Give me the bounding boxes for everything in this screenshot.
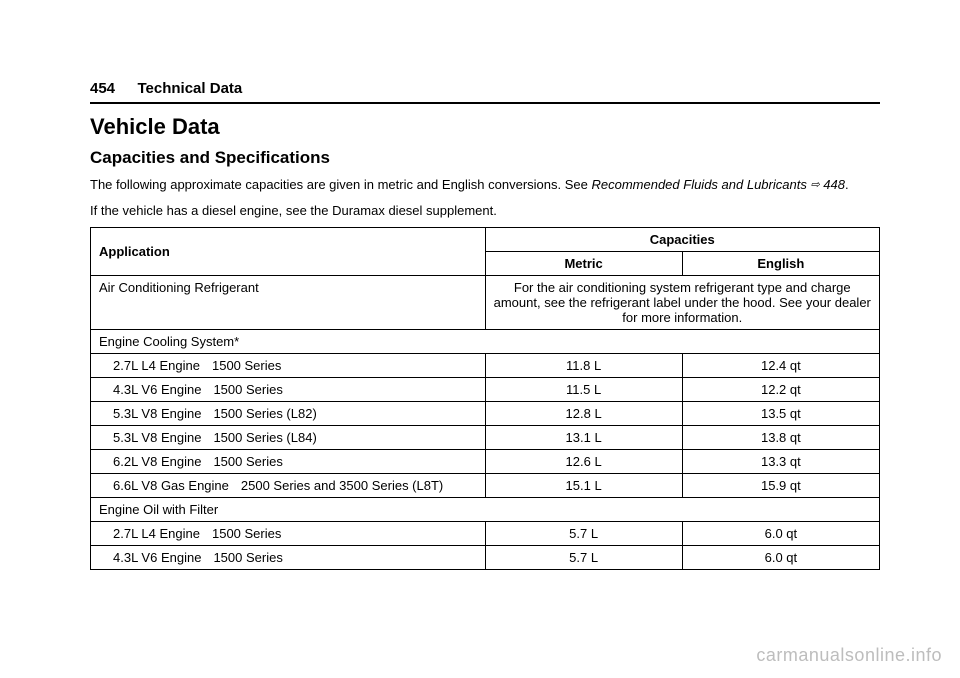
intro-text-1a: The following approximate capacities are… bbox=[90, 177, 591, 192]
reference-title: Recommended Fluids and Lubricants bbox=[591, 177, 806, 192]
reference-icon: ⇨ bbox=[810, 178, 819, 193]
cell-metric: 12.8 L bbox=[485, 402, 682, 426]
cell-english: 13.3 qt bbox=[682, 450, 879, 474]
series-label: 1500 Series bbox=[213, 550, 282, 565]
intro-text-1c: . bbox=[845, 177, 849, 192]
series-label: 2500 Series and 3500 Series (L8T) bbox=[241, 478, 443, 493]
page-title: Vehicle Data bbox=[90, 114, 880, 140]
engine-label: 4.3L V6 Engine bbox=[113, 550, 201, 565]
engine-label: 6.6L V8 Gas Engine bbox=[113, 478, 229, 493]
series-label: 1500 Series bbox=[212, 358, 281, 373]
table-row: 5.3L V8 Engine 1500 Series (L84) 13.1 L13.… bbox=[91, 426, 880, 450]
intro-paragraph-1: The following approximate capacities are… bbox=[90, 176, 880, 194]
cell-note: For the air conditioning system refriger… bbox=[485, 276, 880, 330]
cell-metric: 11.8 L bbox=[485, 354, 682, 378]
cell-section-header: Engine Cooling System* bbox=[91, 330, 880, 354]
table-row: 2.7L L4 Engine 1500 Series 11.8 L12.4 qt bbox=[91, 354, 880, 378]
cell-english: 13.8 qt bbox=[682, 426, 879, 450]
table-row: 4.3L V6 Engine 1500 Series 5.7 L6.0 qt bbox=[91, 546, 880, 570]
cell-english: 12.2 qt bbox=[682, 378, 879, 402]
table-row: 4.3L V6 Engine 1500 Series 11.5 L12.2 qt bbox=[91, 378, 880, 402]
series-label: 1500 Series (L84) bbox=[213, 430, 316, 445]
intro-paragraph-2: If the vehicle has a diesel engine, see … bbox=[90, 202, 880, 220]
series-label: 1500 Series bbox=[213, 454, 282, 469]
cell-application: 4.3L V6 Engine 1500 Series bbox=[91, 378, 486, 402]
section-name: Technical Data bbox=[137, 80, 242, 97]
table-row: 6.6L V8 Gas Engine 2500 Series and 3500 S… bbox=[91, 474, 880, 498]
capacities-table: Application Capacities Metric English Ai… bbox=[90, 227, 880, 570]
engine-label: 6.2L V8 Engine bbox=[113, 454, 201, 469]
th-capacities: Capacities bbox=[485, 228, 880, 252]
th-metric: Metric bbox=[485, 252, 682, 276]
cell-section-header: Engine Oil with Filter bbox=[91, 498, 880, 522]
reference-page: 448 bbox=[823, 177, 845, 192]
cell-metric: 11.5 L bbox=[485, 378, 682, 402]
page-subtitle: Capacities and Specifications bbox=[90, 148, 880, 168]
cell-english: 13.5 qt bbox=[682, 402, 879, 426]
engine-label: 5.3L V8 Engine bbox=[113, 430, 201, 445]
engine-label: 2.7L L4 Engine bbox=[113, 526, 200, 541]
cell-application: Air Conditioning Refrigerant bbox=[91, 276, 486, 330]
cell-application: 5.3L V8 Engine 1500 Series (L82) bbox=[91, 402, 486, 426]
cell-application: 4.3L V6 Engine 1500 Series bbox=[91, 546, 486, 570]
cell-english: 15.9 qt bbox=[682, 474, 879, 498]
engine-label: 2.7L L4 Engine bbox=[113, 358, 200, 373]
cell-application: 6.6L V8 Gas Engine 2500 Series and 3500 S… bbox=[91, 474, 486, 498]
th-english: English bbox=[682, 252, 879, 276]
cell-metric: 13.1 L bbox=[485, 426, 682, 450]
series-label: 1500 Series (L82) bbox=[213, 406, 316, 421]
cell-metric: 5.7 L bbox=[485, 546, 682, 570]
series-label: 1500 Series bbox=[212, 526, 281, 541]
table-row: 2.7L L4 Engine 1500 Series 5.7 L6.0 qt bbox=[91, 522, 880, 546]
table-row: Engine Oil with Filter bbox=[91, 498, 880, 522]
table-row: Engine Cooling System* bbox=[91, 330, 880, 354]
engine-label: 5.3L V8 Engine bbox=[113, 406, 201, 421]
watermark: carmanualsonline.info bbox=[756, 645, 942, 666]
page-number: 454 bbox=[90, 80, 115, 97]
cell-application: 2.7L L4 Engine 1500 Series bbox=[91, 354, 486, 378]
cell-english: 12.4 qt bbox=[682, 354, 879, 378]
table-row: 5.3L V8 Engine 1500 Series (L82) 12.8 L13.… bbox=[91, 402, 880, 426]
engine-label: 4.3L V6 Engine bbox=[113, 382, 201, 397]
series-label: 1500 Series bbox=[213, 382, 282, 397]
table-row: Air Conditioning RefrigerantFor the air … bbox=[91, 276, 880, 330]
table-row: 6.2L V8 Engine 1500 Series 12.6 L13.3 qt bbox=[91, 450, 880, 474]
th-application: Application bbox=[91, 228, 486, 276]
cell-application: 2.7L L4 Engine 1500 Series bbox=[91, 522, 486, 546]
cell-english: 6.0 qt bbox=[682, 522, 879, 546]
cell-metric: 15.1 L bbox=[485, 474, 682, 498]
cell-metric: 12.6 L bbox=[485, 450, 682, 474]
page-header: 454 Technical Data bbox=[90, 80, 880, 104]
cell-application: 6.2L V8 Engine 1500 Series bbox=[91, 450, 486, 474]
cell-metric: 5.7 L bbox=[485, 522, 682, 546]
cell-application: 5.3L V8 Engine 1500 Series (L84) bbox=[91, 426, 486, 450]
cell-english: 6.0 qt bbox=[682, 546, 879, 570]
